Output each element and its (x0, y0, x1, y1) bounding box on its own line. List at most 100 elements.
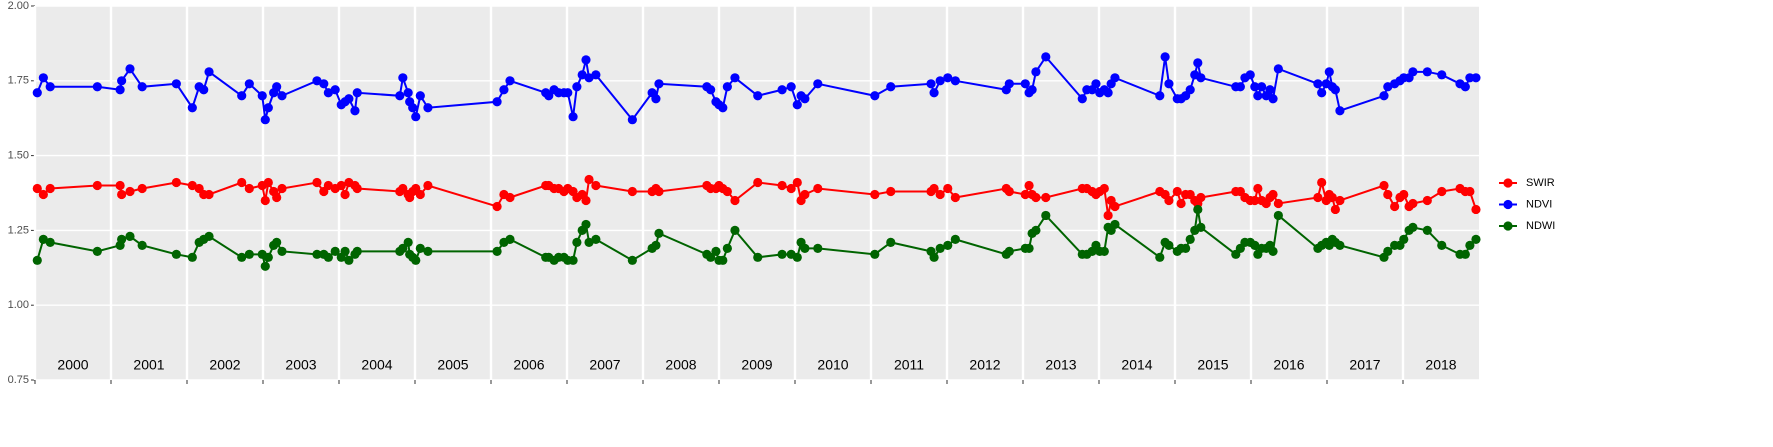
data-point (1091, 79, 1101, 89)
data-point (336, 180, 346, 191)
data-point (753, 177, 763, 188)
data-point (260, 261, 270, 271)
data-point (187, 252, 197, 262)
year-label: 2009 (741, 357, 772, 373)
data-point (263, 177, 273, 188)
data-point (786, 183, 796, 194)
data-point (1196, 222, 1206, 233)
data-point (1327, 192, 1337, 203)
data-point (1164, 79, 1174, 89)
data-point (32, 88, 42, 98)
data-point (777, 180, 787, 191)
year-label: 2016 (1273, 357, 1304, 373)
year-label: 2002 (209, 357, 240, 373)
data-point (352, 88, 362, 98)
data-point (277, 183, 287, 194)
data-point (38, 189, 48, 200)
data-point (1408, 222, 1418, 233)
data-point (171, 177, 181, 188)
legend-label: SWIR (1526, 177, 1555, 189)
data-point (340, 189, 350, 200)
data-point (886, 186, 896, 197)
data-point (398, 183, 408, 194)
data-point (1437, 240, 1447, 250)
data-point (544, 91, 554, 101)
data-point (870, 189, 880, 200)
data-point (1164, 195, 1174, 206)
data-point (32, 183, 42, 194)
data-point (1253, 91, 1263, 101)
data-point (929, 252, 939, 262)
data-point (730, 195, 740, 206)
data-point (263, 252, 273, 262)
data-point (1273, 64, 1283, 74)
data-point (1041, 192, 1051, 203)
data-point (935, 189, 945, 200)
year-label: 2013 (1045, 357, 1076, 373)
data-point (718, 255, 728, 265)
data-point (1465, 240, 1475, 250)
data-point (1235, 82, 1245, 92)
data-point (1027, 85, 1037, 95)
data-point (1253, 183, 1263, 194)
data-point (352, 183, 362, 194)
data-point (1077, 94, 1087, 104)
data-point (1268, 246, 1278, 256)
data-point (800, 94, 810, 104)
data-point (1324, 67, 1334, 77)
y-tick-label: 2.00 (8, 0, 29, 12)
data-point (1422, 225, 1432, 235)
data-point (568, 112, 578, 122)
data-point (1103, 210, 1113, 221)
data-point (32, 255, 42, 265)
data-point (1041, 210, 1051, 221)
data-point (260, 195, 270, 206)
data-point (1465, 186, 1475, 197)
data-point (171, 79, 181, 89)
legend-label: NDVI (1526, 198, 1552, 210)
data-point (1024, 243, 1034, 253)
data-point (352, 246, 362, 256)
data-point (244, 249, 254, 259)
data-point (1313, 79, 1323, 89)
data-point (1317, 177, 1327, 188)
data-point (1379, 180, 1389, 191)
data-point (312, 177, 322, 188)
data-point (408, 103, 418, 113)
data-point (792, 252, 802, 262)
data-point (1317, 88, 1327, 98)
data-point (711, 246, 721, 256)
data-point (505, 76, 515, 86)
data-point (1379, 91, 1389, 101)
y-tick-label: 1.75 (8, 75, 29, 87)
data-point (344, 255, 354, 265)
data-point (1390, 201, 1400, 212)
data-point (722, 82, 732, 92)
data-point (492, 246, 502, 256)
data-point (1185, 85, 1195, 95)
year-label: 2003 (285, 357, 316, 373)
data-point (1460, 249, 1470, 259)
data-point (204, 67, 214, 77)
data-point (38, 73, 48, 83)
data-point (1330, 85, 1340, 95)
data-point (1176, 198, 1186, 209)
data-point (204, 231, 214, 241)
data-point (627, 186, 637, 197)
year-label: 2015 (1197, 357, 1228, 373)
data-point (330, 85, 340, 95)
data-point (1422, 195, 1432, 206)
data-point (272, 192, 282, 203)
data-point (1408, 198, 1418, 209)
data-point (340, 246, 350, 256)
data-point (277, 246, 287, 256)
data-point (943, 240, 953, 250)
data-point (935, 243, 945, 253)
data-point (244, 183, 254, 194)
data-point (1399, 234, 1409, 244)
data-point (1330, 204, 1340, 215)
data-point (244, 79, 254, 89)
data-point (929, 183, 939, 194)
data-point (117, 189, 127, 200)
data-point (492, 97, 502, 107)
